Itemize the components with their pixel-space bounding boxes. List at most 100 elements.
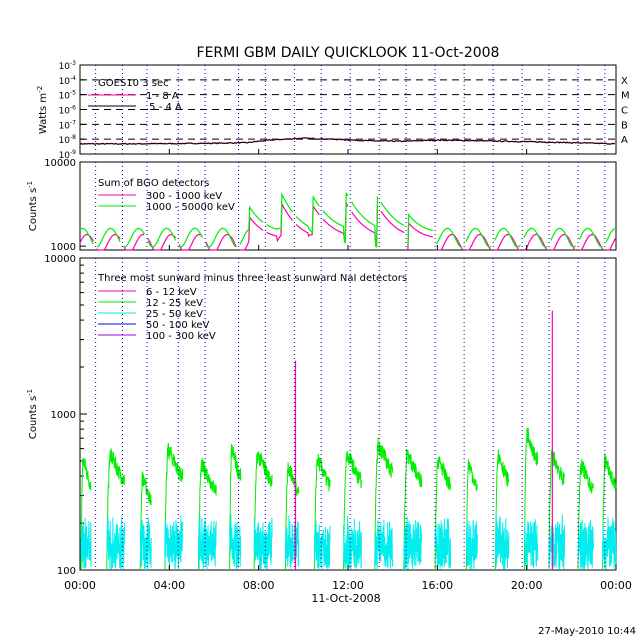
nai-green-burst-5 xyxy=(229,443,242,571)
goes-legend-item-2: .5 - 4 A xyxy=(146,102,182,113)
nai-cyan-burst-6 xyxy=(253,517,273,570)
goes-y-tick-label-5: 10-8 xyxy=(59,134,77,146)
nai-green-burst-10 xyxy=(374,437,394,571)
nai-cyan-burst-5 xyxy=(229,514,242,570)
nai-cyan-burst-7 xyxy=(285,515,300,569)
nai-legend-item-4: 50 - 100 keV xyxy=(146,320,210,331)
nai-green-burst-8 xyxy=(314,453,331,571)
nai-cyan-burst-3 xyxy=(164,515,184,570)
bgo-y-tick-label-1: 1000 xyxy=(51,242,76,253)
x-tick-label-4: 16:00 xyxy=(421,579,453,592)
goes-y-tick-label-0: 10-3 xyxy=(59,60,77,72)
nai-cyan-burst-11 xyxy=(403,516,423,571)
goes-y-ticks: 10-3 10-4 10-5 10-6 10-7 10-8 10-9 xyxy=(59,60,85,161)
nai-green-burst-11 xyxy=(403,448,423,571)
svg-text:Counts s-1: Counts s-1 xyxy=(26,181,39,231)
goes-y-tick-label-2: 10-5 xyxy=(59,90,77,102)
nai-y-tick-label-2: 100 xyxy=(57,566,76,577)
bgo-legend-item-1: 300 - 1000 keV xyxy=(146,191,222,202)
x-tick-label-0: 00:00 xyxy=(64,579,96,592)
nai-legend-item-2: 12 - 25 keV xyxy=(146,298,203,309)
nai-green-burst-12 xyxy=(434,456,451,571)
nai-cyan-burst-2 xyxy=(139,517,152,571)
bgo-legend-title: Sum of BGO detectors xyxy=(98,178,209,189)
nai-green-burst-7 xyxy=(285,461,300,571)
nai-green-burst-4 xyxy=(197,457,217,571)
nai-cyan-burst-16 xyxy=(548,514,565,570)
x-axis-ticks: 00:00 04:00 08:00 12:00 16:00 20:00 00:00 xyxy=(64,149,632,592)
nai-cyan-burst-18 xyxy=(602,516,617,571)
nai-green-burst-14 xyxy=(494,449,510,571)
x-tick-label-6: 00:00 xyxy=(600,579,632,592)
bgo-y-axis-label: Counts s-1 xyxy=(26,181,39,231)
nai-green-burst-16 xyxy=(548,449,565,571)
nai-legend-item-3: 25 - 50 keV xyxy=(146,309,203,320)
nai-green-burst-9 xyxy=(343,450,362,571)
nai-green-burst-3 xyxy=(164,442,184,571)
goes-class-lines xyxy=(80,79,616,140)
nai-y-ticks: 10000 1000 100 xyxy=(44,254,87,577)
x-tick-label-1: 04:00 xyxy=(153,579,185,592)
svg-text:Watts m-2: Watts m-2 xyxy=(36,86,49,134)
chart-title: FERMI GBM DAILY QUICKLOOK 11-Oct-2008 xyxy=(197,45,500,61)
bgo-legend-item-2: 1000 - 50000 keV xyxy=(146,202,235,213)
goes-class-label-M: M xyxy=(621,91,630,102)
bgo-panel: 10000 1000 Sum of BGO detectors 300 - 100… xyxy=(26,158,617,253)
nai-y-axis-label: Counts s-1 xyxy=(26,389,39,439)
nai-legend-item-1: 6 - 12 keV xyxy=(146,287,197,298)
nai-cyan-burst-0 xyxy=(80,517,92,569)
nai-cyan-burst-1 xyxy=(106,516,125,570)
nai-cyan-burst-8 xyxy=(314,519,331,570)
x-tick-label-5: 20:00 xyxy=(511,579,543,592)
orbit-divider-lines xyxy=(95,65,606,570)
nai-green-burst-6 xyxy=(253,451,273,571)
bgo-series-0 xyxy=(79,201,617,251)
goes-y-tick-label-6: 10-9 xyxy=(59,149,77,161)
nai-cyan-burst-10 xyxy=(374,519,394,570)
nai-cyan-burst-12 xyxy=(434,518,452,569)
nai-green-burst-17 xyxy=(577,459,594,571)
nai-legend-title: Three most sunward minus three least sun… xyxy=(97,273,407,284)
x-axis-label: 11-Oct-2008 xyxy=(311,592,380,605)
nai-cyan-burst-9 xyxy=(343,515,362,570)
x-tick-label-2: 08:00 xyxy=(243,579,275,592)
nai-green-burst-1 xyxy=(106,448,125,571)
nai-green-burst-0 xyxy=(80,457,92,571)
bgo-y-ticks: 10000 1000 xyxy=(44,158,86,253)
nai-green-burst-2 xyxy=(139,471,152,571)
goes-series xyxy=(79,137,615,145)
nai-y-tick-label-1: 1000 xyxy=(51,410,76,421)
goes-series-short xyxy=(79,137,615,145)
nai-series xyxy=(80,310,617,571)
goes-y-tick-label-4: 10-7 xyxy=(59,119,77,131)
goes-class-label-A: A xyxy=(621,135,628,146)
svg-text:Counts s-1: Counts s-1 xyxy=(26,389,39,439)
bgo-y-tick-label-0: 10000 xyxy=(44,158,76,169)
nai-cyan-burst-15 xyxy=(523,519,539,570)
goes-y-tick-label-3: 10-6 xyxy=(59,105,77,117)
nai-cyan-burst-17 xyxy=(577,519,595,570)
nai-y-tick-label-0: 10000 xyxy=(44,254,76,265)
nai-cyan-burst-13 xyxy=(465,520,478,570)
nai-green-burst-18 xyxy=(602,453,617,571)
bgo-series-1 xyxy=(79,192,617,248)
goes-legend-item-1: 1 - 8 A xyxy=(146,91,179,102)
goes-y-axis-label: Watts m-2 xyxy=(36,86,49,134)
nai-cyan-burst-14 xyxy=(494,514,510,570)
goes-y-tick-label-1: 10-4 xyxy=(59,75,77,87)
nai-legend-item-5: 100 - 300 keV xyxy=(146,331,216,342)
x-tick-label-3: 12:00 xyxy=(332,579,364,592)
goes-class-label-B: B xyxy=(621,120,628,131)
nai-green-burst-15 xyxy=(523,427,539,571)
bgo-series xyxy=(79,192,617,251)
goes-legend-title: GOES10 3 sec xyxy=(98,78,169,89)
goes-class-label-C: C xyxy=(621,106,628,117)
goes-class-label-X: X xyxy=(621,76,628,87)
nai-green-burst-13 xyxy=(465,459,478,571)
generated-timestamp: 27-May-2010 10:44 xyxy=(538,626,636,637)
nai-cyan-burst-4 xyxy=(198,515,217,571)
nai-panel: 10000 1000 100 Three most sunward minus th… xyxy=(26,254,617,577)
